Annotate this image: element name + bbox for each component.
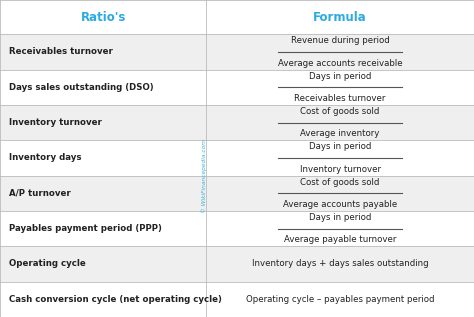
Bar	[206, 246, 474, 282]
Bar	[206, 211, 474, 246]
Text: Ratio's: Ratio's	[81, 10, 126, 24]
Text: Cash conversion cycle (net operating cycle): Cash conversion cycle (net operating cyc…	[9, 295, 221, 304]
Text: Revenue during period: Revenue during period	[291, 36, 390, 45]
Text: Inventory days + days sales outstanding: Inventory days + days sales outstanding	[252, 260, 428, 268]
Bar	[0, 281, 206, 317]
Text: Days sales outstanding (DSO): Days sales outstanding (DSO)	[9, 83, 153, 92]
Text: Operating cycle: Operating cycle	[9, 260, 85, 268]
Bar	[0, 246, 206, 282]
Text: Average payable turnover: Average payable turnover	[284, 235, 396, 244]
Text: Operating cycle – payables payment period: Operating cycle – payables payment perio…	[246, 295, 434, 304]
Bar	[206, 34, 474, 70]
Text: Cost of goods sold: Cost of goods sold	[301, 107, 380, 116]
Text: Days in period: Days in period	[309, 72, 371, 81]
Text: Receivables turnover: Receivables turnover	[9, 48, 112, 56]
Text: Cost of goods sold: Cost of goods sold	[301, 178, 380, 187]
Text: © WikiFinancepedia.com: © WikiFinancepedia.com	[201, 139, 207, 213]
Bar	[0, 34, 206, 70]
Bar	[0, 140, 206, 176]
Bar	[206, 281, 474, 317]
Bar	[206, 0, 474, 34]
Bar	[0, 211, 206, 246]
Text: Inventory turnover: Inventory turnover	[300, 165, 381, 174]
Bar	[0, 176, 206, 211]
Text: Days in period: Days in period	[309, 142, 371, 151]
Bar	[0, 70, 206, 105]
Bar	[0, 0, 206, 34]
Text: Average accounts payable: Average accounts payable	[283, 200, 397, 209]
Text: Receivables turnover: Receivables turnover	[294, 94, 386, 103]
Bar	[206, 176, 474, 211]
Bar	[0, 105, 206, 140]
Bar	[206, 105, 474, 140]
Text: Inventory days: Inventory days	[9, 153, 81, 162]
Bar	[206, 140, 474, 176]
Text: Payables payment period (PPP): Payables payment period (PPP)	[9, 224, 162, 233]
Text: Days in period: Days in period	[309, 213, 371, 222]
Text: A/P turnover: A/P turnover	[9, 189, 70, 198]
Text: Average accounts receivable: Average accounts receivable	[278, 59, 402, 68]
Text: Inventory turnover: Inventory turnover	[9, 118, 101, 127]
Text: Average inventory: Average inventory	[301, 129, 380, 138]
Text: Formula: Formula	[313, 10, 367, 24]
Bar	[206, 70, 474, 105]
